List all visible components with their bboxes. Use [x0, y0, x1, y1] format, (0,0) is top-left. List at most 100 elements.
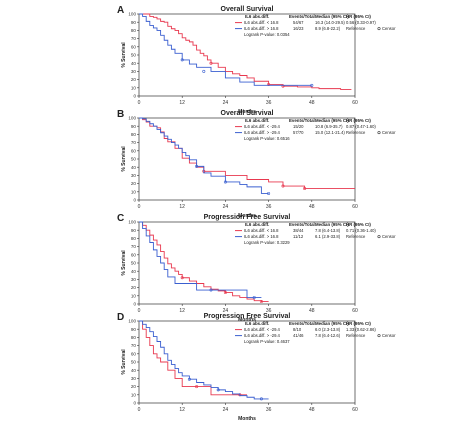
y-tick-label: 60 — [131, 44, 137, 49]
y-tick-label: 100 — [128, 116, 136, 121]
legend-header: HR (95% CI) — [346, 118, 371, 123]
legend-hr: 0.87 (0.47-1.60) — [346, 124, 376, 129]
x-tick-label: 36 — [266, 308, 272, 314]
censor-mark — [223, 291, 227, 295]
legend-censor-label: Censor — [382, 130, 396, 135]
x-tick-label: 60 — [352, 308, 358, 314]
x-tick-label: 60 — [352, 204, 358, 210]
legend-header: Events/Total — [289, 321, 315, 326]
y-tick-label: 90 — [131, 20, 137, 25]
legend-header: Events/Total — [289, 118, 315, 123]
legend-censor-mark — [377, 334, 381, 338]
panel-letter: C — [117, 213, 124, 224]
legend-header: HR (95% CI) — [346, 321, 371, 326]
y-tick-label: 80 — [131, 132, 137, 137]
y-tick-label: 0 — [133, 94, 136, 99]
legend-censor-mark — [377, 131, 381, 135]
legend-header: HR (95% CI) — [346, 14, 371, 19]
legend-censor-mark — [377, 27, 381, 31]
series-line-2 — [139, 13, 312, 86]
x-tick-label: 24 — [223, 308, 229, 314]
y-tick-label: 80 — [131, 28, 137, 33]
censor-mark — [180, 276, 184, 280]
legend-events: 38/44 — [293, 228, 304, 233]
censor-mark — [310, 83, 314, 87]
series-line-1 — [139, 320, 247, 396]
logrank-pvalue: Logrank P-value: 0.0354 — [244, 32, 290, 37]
y-tick-label: 30 — [131, 376, 137, 381]
censor-mark — [209, 288, 213, 292]
legend-events: 16/23 — [293, 26, 304, 31]
x-tick-label: 12 — [179, 407, 185, 413]
series-line-2 — [139, 221, 262, 298]
y-tick-label: 70 — [131, 36, 137, 41]
y-tick-label: 20 — [131, 384, 137, 389]
legend-events: 57/70 — [293, 130, 304, 135]
legend-events: 11/12 — [293, 234, 304, 239]
logrank-pvalue: Logrank P-value: 0.6516 — [244, 136, 290, 141]
legend-header: Median (95% CI) — [315, 321, 349, 326]
legend-row-label: IL6 abs.diff. > -29.4 — [244, 333, 281, 338]
x-tick-label: 48 — [309, 204, 315, 210]
legend-hr: Reference — [346, 130, 366, 135]
censor-mark — [303, 187, 307, 191]
legend-censor-label: Censor — [382, 234, 396, 239]
legend-header: HR (95% CI) — [346, 222, 371, 227]
y-tick-label: 70 — [131, 244, 137, 249]
censor-mark — [195, 164, 199, 168]
legend-row-label: IL6 abs.diff. < 16.8 — [244, 228, 279, 233]
y-tick-label: 100 — [128, 319, 136, 324]
x-tick-label: 12 — [179, 100, 185, 106]
y-tick-label: 20 — [131, 181, 137, 186]
y-tick-label: 60 — [131, 351, 137, 356]
y-tick-label: 90 — [131, 124, 137, 129]
y-tick-label: 50 — [131, 261, 137, 266]
x-tick-label: 24 — [223, 407, 229, 413]
legend-row-label: IL6 abs.diff. < -29.4 — [244, 327, 281, 332]
y-tick-label: 10 — [131, 85, 137, 90]
x-tick-label: 36 — [266, 407, 272, 413]
series-line-2 — [139, 320, 269, 400]
y-tick-label: 50 — [131, 157, 137, 162]
legend-events: 8/10 — [293, 327, 302, 332]
legend-header: Events/Total — [289, 14, 315, 19]
y-tick-label: 30 — [131, 69, 137, 74]
y-axis-label: % Survival — [121, 42, 127, 68]
x-tick-label: 24 — [223, 204, 229, 210]
legend-censor-label: Censor — [382, 26, 396, 31]
legend-header: Events/Total — [289, 222, 315, 227]
x-tick-label: 0 — [138, 407, 141, 413]
legend-row-label: IL6 abs.diff. < -29.4 — [244, 124, 281, 129]
legend-header: IL6 abs.diff. — [245, 321, 269, 326]
y-tick-label: 100 — [128, 12, 136, 17]
panel-letter: A — [117, 5, 124, 16]
legend-median: 16.3 (14.0-29.5) — [315, 20, 345, 25]
x-tick-label: 24 — [223, 100, 229, 106]
legend-header: IL6 abs.diff. — [245, 118, 269, 123]
x-tick-label: 0 — [138, 308, 141, 314]
y-tick-label: 60 — [131, 148, 137, 153]
x-axis-label: Months — [238, 109, 256, 115]
legend-censor-label: Censor — [382, 333, 396, 338]
series-line-1 — [139, 221, 269, 302]
x-tick-label: 60 — [352, 100, 358, 106]
y-tick-label: 10 — [131, 392, 137, 397]
legend-events: 54/67 — [293, 20, 304, 25]
x-axis-label: Months — [238, 317, 256, 323]
legend-median: 6.0 (2.3-13.8) — [315, 327, 341, 332]
legend-row-label: IL6 abs.diff. > 16.8 — [244, 234, 279, 239]
y-tick-label: 100 — [128, 220, 136, 225]
legend-row-label: IL6 abs.diff. > -29.4 — [244, 130, 281, 135]
legend-hr: 0.71 (0.36-1.40) — [346, 228, 376, 233]
x-tick-label: 48 — [309, 100, 315, 106]
x-tick-label: 36 — [266, 204, 272, 210]
legend-median: 10.8 (6.9-35.7) — [315, 124, 343, 129]
y-tick-label: 90 — [131, 228, 137, 233]
legend-hr: 0.56 (0.33-0.97) — [346, 20, 376, 25]
legend-events: 15/20 — [293, 124, 304, 129]
censor-mark — [202, 69, 206, 73]
y-tick-label: 30 — [131, 173, 137, 178]
censor-mark — [209, 61, 213, 65]
legend-header: IL6 abs.diff. — [245, 222, 269, 227]
censor-mark — [223, 180, 227, 184]
